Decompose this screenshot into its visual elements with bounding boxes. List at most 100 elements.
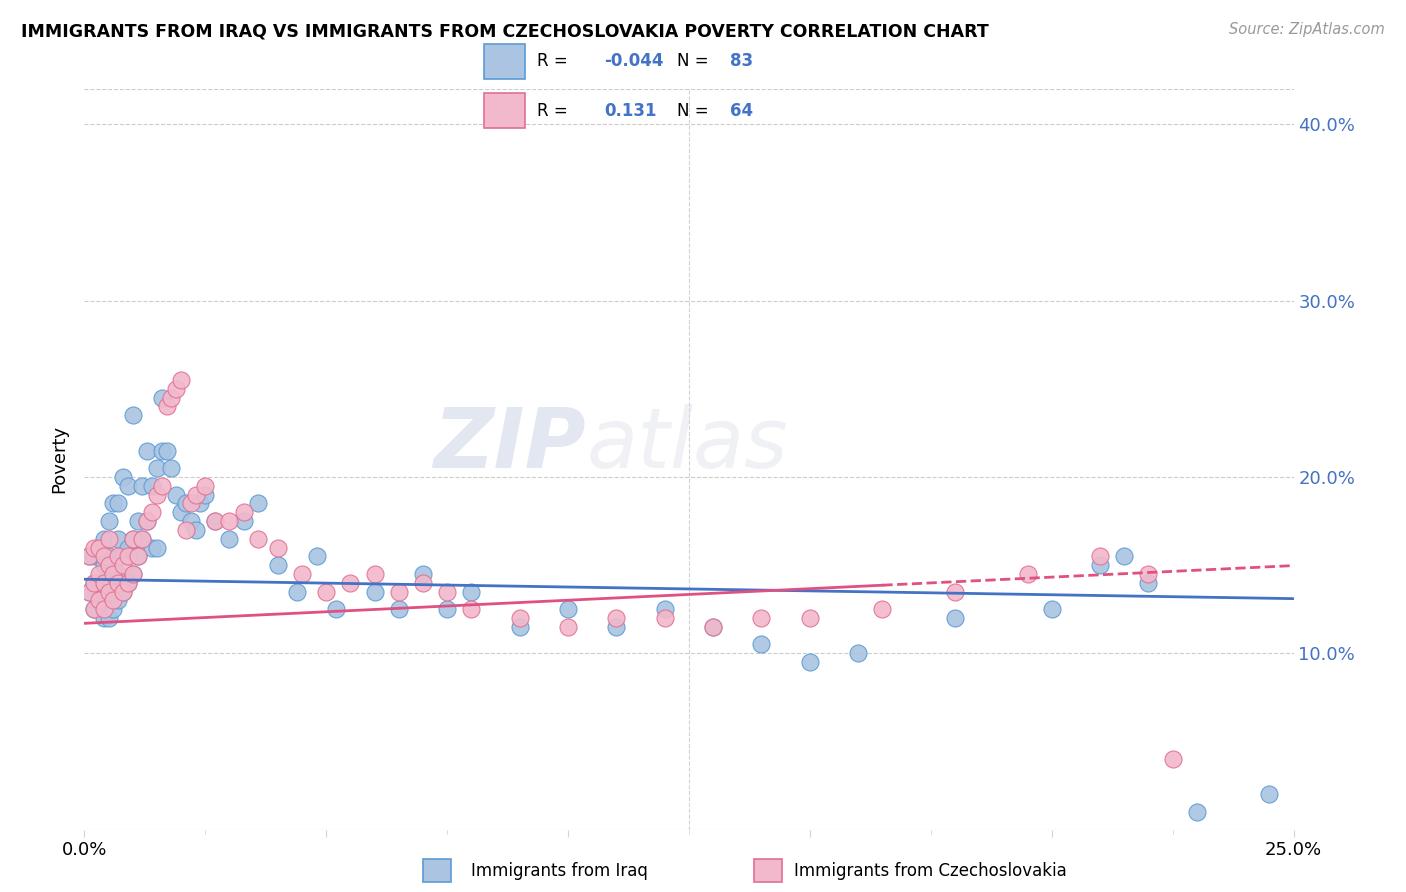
Text: N =: N = [676,102,709,120]
Point [412,566,434,581]
Point [170,373,193,387]
Point [97,575,120,590]
Point [412,575,434,590]
Point [1088,549,1111,564]
Text: N =: N = [676,53,709,70]
Point [436,602,458,616]
Point [131,532,153,546]
Point [107,549,129,564]
Point [87,575,110,590]
Point [204,514,226,528]
Point [83,541,105,555]
Point [77,549,100,564]
Text: IMMIGRANTS FROM IRAQ VS IMMIGRANTS FROM CZECHOSLOVAKIA POVERTY CORRELATION CHART: IMMIGRANTS FROM IRAQ VS IMMIGRANTS FROM … [21,22,988,40]
Point [121,409,143,423]
Point [146,461,169,475]
Point [1258,787,1281,801]
Point [103,593,125,607]
Point [285,584,308,599]
Point [107,532,129,546]
Point [83,549,105,564]
Point [97,558,120,573]
Text: Immigrants from Czechoslovakia: Immigrants from Czechoslovakia [794,862,1067,880]
Point [117,575,139,590]
Point [557,620,579,634]
Point [87,566,110,581]
Point [77,584,100,599]
Point [103,558,125,573]
Point [184,488,207,502]
Point [702,620,724,634]
Point [117,541,139,555]
Point [131,479,153,493]
Point [87,541,110,555]
Text: 0.131: 0.131 [605,102,657,120]
Point [77,549,100,564]
Point [146,541,169,555]
Point [155,400,177,414]
Point [107,575,129,590]
Point [184,523,207,537]
Point [943,584,966,599]
Point [103,496,125,510]
Point [702,620,724,634]
Point [363,584,385,599]
Point [1114,549,1136,564]
Point [97,532,120,546]
Point [87,541,110,555]
Point [112,584,135,599]
Text: R =: R = [537,53,568,70]
Text: Immigrants from Iraq: Immigrants from Iraq [471,862,648,880]
Point [136,514,159,528]
Point [87,549,110,564]
Point [315,584,337,599]
Point [141,479,163,493]
Point [103,566,125,581]
Point [93,575,115,590]
Point [83,602,105,616]
Point [97,584,120,599]
Point [799,611,821,625]
Point [97,611,120,625]
Point [247,496,270,510]
Point [388,584,411,599]
Point [165,488,187,502]
Point [112,549,135,564]
Point [1185,805,1208,819]
Point [93,602,115,616]
Point [1040,602,1063,616]
Point [509,611,531,625]
Point [121,532,143,546]
Point [127,549,149,564]
Point [107,496,129,510]
Point [141,505,163,519]
Text: atlas: atlas [586,404,787,485]
Point [751,637,773,651]
Point [112,558,135,573]
Point [141,541,163,555]
Point [146,488,169,502]
Point [1137,566,1160,581]
Point [77,584,100,599]
Point [363,566,385,581]
Point [605,611,627,625]
Point [97,549,120,564]
Point [93,532,115,546]
Point [654,611,676,625]
Point [751,611,773,625]
Point [267,558,290,573]
Point [460,584,482,599]
Point [160,391,183,405]
Point [87,593,110,607]
Point [83,602,105,616]
Point [127,549,149,564]
Point [150,479,173,493]
Point [325,602,347,616]
Point [136,443,159,458]
Point [160,461,183,475]
Point [131,532,153,546]
Point [1137,575,1160,590]
Point [93,558,115,573]
Point [1017,566,1039,581]
Point [799,655,821,669]
